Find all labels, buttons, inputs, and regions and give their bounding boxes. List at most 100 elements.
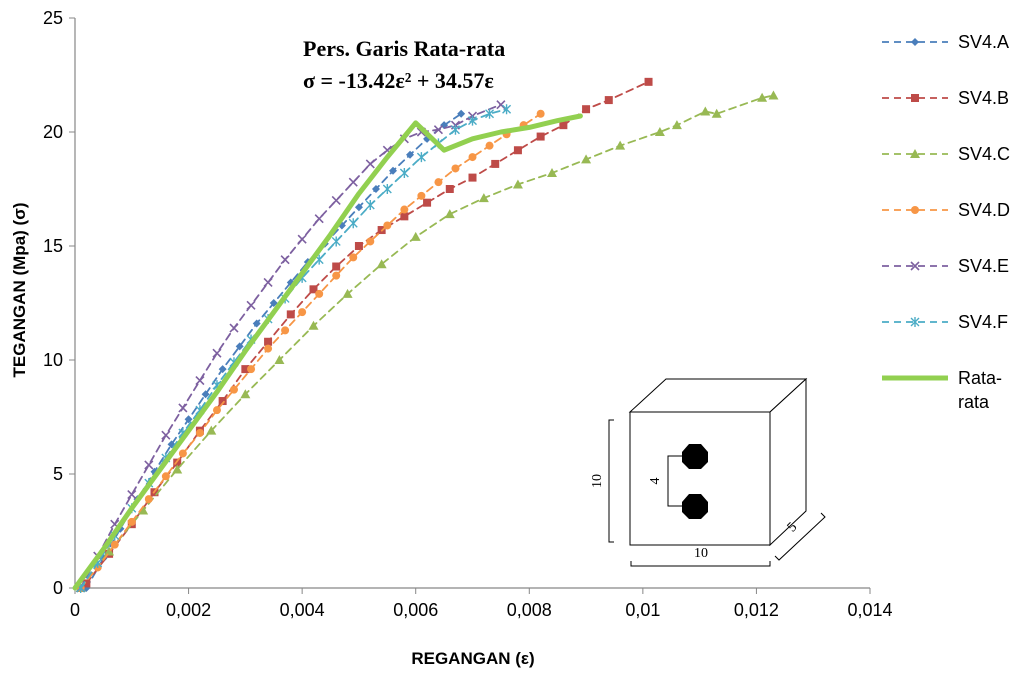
x-tick-label: 0,01 [625, 600, 660, 620]
legend-item-sv4-d: SV4.D [882, 200, 1010, 220]
data-point [457, 109, 466, 118]
height-dimension-line [608, 419, 614, 543]
legend-marker [910, 317, 920, 327]
data-point [315, 289, 324, 298]
data-point [644, 77, 653, 86]
data-point [82, 579, 91, 588]
data-point [376, 259, 387, 269]
legend-marker [911, 94, 919, 102]
data-point [264, 337, 273, 346]
width-dimension-line [630, 561, 771, 567]
data-point [331, 195, 341, 205]
data-point [127, 489, 137, 500]
data-point [371, 185, 380, 193]
data-point [332, 271, 341, 280]
data-point [399, 168, 409, 179]
legend-marker [910, 261, 920, 271]
data-point [468, 173, 477, 182]
x-tick-label: 0,008 [507, 600, 552, 620]
data-point [252, 319, 261, 328]
series-layer [72, 77, 779, 593]
legend-marker [910, 149, 920, 158]
data-point [416, 152, 426, 163]
data-point [286, 310, 295, 319]
data-point [547, 168, 557, 178]
series-sv4-b [82, 77, 653, 588]
data-point [366, 237, 375, 246]
data-point [280, 255, 290, 265]
data-point [281, 326, 290, 335]
y-axis-title: TEGANGAN (Mpa) (σ) [10, 203, 29, 378]
data-point [433, 125, 443, 135]
series-line-sv4-e [79, 103, 502, 589]
data-point [444, 209, 455, 219]
data-point [269, 299, 278, 307]
data-point [264, 344, 273, 353]
data-point [382, 184, 392, 194]
data-point [309, 285, 318, 294]
data-point [127, 517, 136, 526]
data-point [502, 104, 512, 115]
x-tick-label: 0,012 [734, 600, 779, 620]
data-point [218, 397, 227, 406]
data-point [348, 218, 358, 229]
y-tick-label: 5 [53, 464, 63, 484]
data-point [400, 212, 409, 221]
data-point [536, 132, 545, 141]
data-point [138, 505, 149, 515]
data-point [491, 159, 500, 168]
legend-label: SV4.C [958, 144, 1010, 164]
data-point [365, 199, 375, 210]
data-point [144, 460, 154, 470]
data-point [349, 253, 358, 262]
series-sv4-f [76, 104, 512, 593]
data-point [331, 236, 341, 247]
data-point [468, 115, 477, 126]
x-tick-label: 0 [70, 600, 80, 620]
data-point [212, 348, 222, 358]
data-point [604, 96, 613, 105]
x-tick-label: 0,006 [393, 600, 438, 620]
data-point [354, 242, 363, 250]
data-point [450, 124, 460, 135]
data-point [478, 193, 489, 203]
data-point [468, 153, 477, 162]
data-point [654, 127, 665, 136]
legend-item-sv4-e: SV4.E [882, 256, 1009, 276]
legend-marker [911, 38, 919, 46]
legend-item-sv4-f: SV4.F [882, 312, 1008, 332]
depth-dimension-line [774, 512, 826, 561]
legend-label: SV4.B [958, 88, 1009, 108]
legend-label: SV4.D [958, 200, 1010, 220]
data-point [195, 428, 204, 437]
data-point [178, 449, 187, 458]
y-tick-label: 15 [43, 236, 63, 256]
data-point [206, 425, 217, 435]
data-point [383, 221, 392, 230]
data-point [241, 365, 250, 374]
y-tick-label: 25 [43, 8, 63, 28]
data-point [559, 121, 568, 130]
data-point [445, 185, 454, 193]
data-point [332, 262, 341, 271]
y-tick-label: 0 [53, 578, 63, 598]
data-point [161, 472, 170, 481]
data-point [178, 403, 188, 413]
cube-side-face [769, 377, 807, 547]
x-tick-label: 0,002 [166, 600, 211, 620]
series-line-sv4-b [85, 80, 650, 585]
data-point [417, 191, 426, 200]
data-point [218, 365, 227, 374]
data-point [485, 141, 494, 150]
series-line-sv4-f [79, 108, 508, 589]
data-point [757, 92, 768, 102]
data-point [263, 277, 273, 288]
data-point [229, 323, 239, 333]
width-label: 10 [694, 546, 708, 561]
spacing-bracket [667, 455, 684, 507]
data-point [768, 90, 779, 100]
series-rata-rata [72, 113, 583, 591]
y-tick-label: 20 [43, 122, 63, 142]
data-point [389, 166, 397, 175]
spacing-label: 4 [648, 478, 663, 485]
